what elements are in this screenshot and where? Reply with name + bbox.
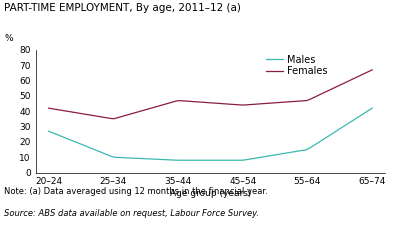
Females (46, 107, 51, 109)
Text: Note: (a) Data averaged using 12 months in the financial year.: Note: (a) Data averaged using 12 months … (4, 187, 268, 196)
Males (46, 130, 51, 133)
Females (216, 102, 221, 105)
Males (242, 159, 247, 161)
Line: Males: Males (49, 108, 372, 160)
Females (242, 104, 247, 106)
Males (347, 121, 352, 124)
Females (112, 117, 116, 120)
Males (108, 155, 113, 158)
Males (357, 115, 361, 118)
Females (125, 114, 129, 116)
Males (177, 159, 182, 162)
Females (347, 79, 352, 82)
X-axis label: Age group (years): Age group (years) (170, 189, 251, 198)
Males (370, 107, 374, 109)
Females (108, 117, 113, 120)
Text: Source: ABS data available on request, Labour Force Survey.: Source: ABS data available on request, L… (4, 209, 259, 218)
Females (370, 69, 374, 71)
Legend: Males, Females: Males, Females (266, 55, 328, 76)
Females (357, 75, 361, 77)
Males (216, 159, 221, 162)
Text: %: % (4, 34, 13, 43)
Males (121, 156, 126, 159)
Line: Females: Females (49, 70, 372, 119)
Text: PART-TIME EMPLOYMENT, By age, 2011–12 (a): PART-TIME EMPLOYMENT, By age, 2011–12 (a… (4, 3, 241, 13)
